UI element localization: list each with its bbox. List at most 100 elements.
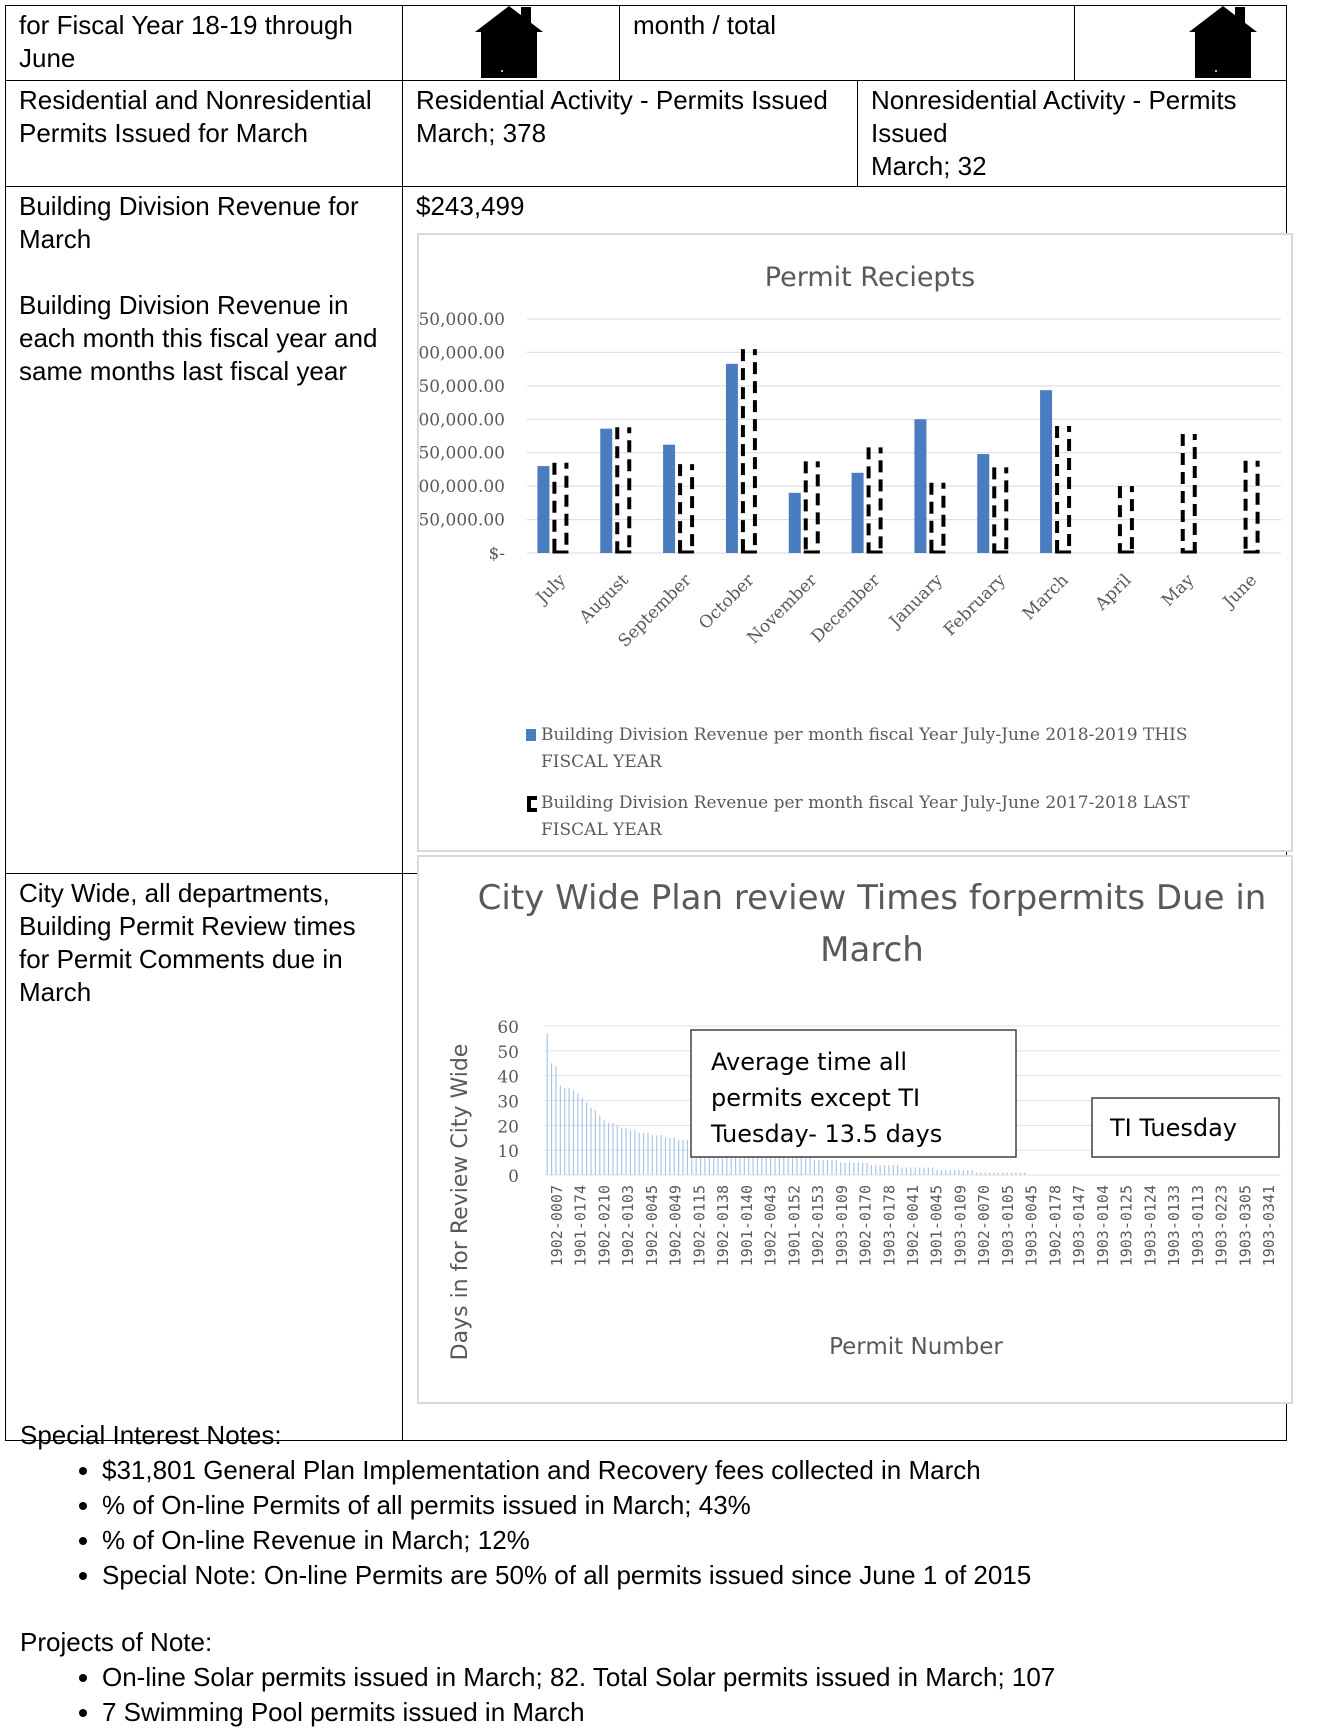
legend-this-year-line1: Building Division Revenue per month fisc… — [541, 725, 1188, 745]
residential-value: March; 378 — [416, 118, 547, 148]
notes-section: Special Interest Notes: $31,801 General … — [20, 1418, 1310, 1730]
y-tick-label: $200,000.00 — [419, 410, 505, 430]
y-tick-label: 0 — [508, 1167, 519, 1187]
bars — [537, 349, 1260, 554]
residential-cell: Residential Activity - Permits Issued Ma… — [402, 80, 858, 187]
x-tick-label: April — [1091, 570, 1136, 615]
y-tick-label: 60 — [497, 1018, 519, 1038]
y-tick-label: $- — [488, 544, 505, 564]
x-axis-ticks: 1902-0007 1901-0174 1902-0210 1902-0103 1902… — [548, 1185, 1278, 1266]
y-tick-label: 20 — [497, 1117, 519, 1137]
x-tick-label: 1902-0138 — [714, 1185, 732, 1266]
x-tick-label: 1903-0341 — [1260, 1185, 1278, 1266]
projects-list: On-line Solar permits issued in March; 8… — [20, 1660, 1310, 1730]
x-tick-label: 1902-0153 — [809, 1185, 827, 1266]
list-item: $31,801 General Plan Implementation and … — [102, 1453, 1310, 1488]
bar-last-year — [740, 349, 757, 554]
x-tick-label: 1902-0049 — [667, 1185, 685, 1266]
review-times-svg: City Wide Plan review Times forpermits D… — [448, 878, 1281, 1360]
x-tick-label: 1902-0043 — [762, 1185, 780, 1266]
revenue-value: $243,499 — [416, 191, 525, 221]
x-tick-label: 1901-0152 — [785, 1185, 803, 1266]
bar-this-year — [977, 454, 990, 553]
bar-last-year — [1243, 460, 1260, 554]
annotation-average-box — [690, 1029, 1017, 1158]
chart-title-line1: City Wide Plan review Times forpermits D… — [478, 878, 1267, 918]
annotation-average-line3: Tuesday- 13.5 days — [710, 1120, 942, 1148]
x-tick-label: 1903-0104 — [1094, 1185, 1112, 1266]
legend-last-year-line1: Building Division Revenue per month fisc… — [541, 793, 1190, 813]
annotation-ti-tuesday: TI Tuesday — [1091, 1097, 1280, 1158]
bars — [546, 1033, 1026, 1175]
x-tick-label: December — [807, 570, 884, 647]
bar-last-year — [1055, 425, 1072, 554]
x-tick-label: 1901-0140 — [738, 1185, 756, 1266]
bar-last-year — [1117, 486, 1134, 554]
bar-last-year — [992, 467, 1009, 554]
nonresidential-cell: Nonresidential Activity - Permits Issued… — [857, 80, 1287, 187]
permit-receipts-svg: Permit Reciepts $350,000.00 $300,000.00 $2… — [397, 262, 1281, 840]
list-item: 7 Swimming Pool permits issued in March — [102, 1695, 1310, 1730]
x-tick-label: 1903-0105 — [999, 1185, 1017, 1266]
fiscal-year-label: for Fiscal Year 18-19 through June — [5, 5, 403, 81]
x-tick-label: 1903-0178 — [880, 1185, 898, 1266]
house-icon — [475, 6, 543, 78]
x-tick-label: May — [1158, 570, 1199, 611]
x-tick-label: 1902-0007 — [548, 1185, 566, 1266]
x-tick-label: 1903-0305 — [1236, 1185, 1254, 1266]
x-tick-label: 1903-0045 — [1023, 1185, 1041, 1266]
projects-heading: Projects of Note: — [20, 1627, 213, 1657]
legend: Building Division Revenue per month fisc… — [526, 725, 1190, 840]
y-tick-label: $350,000.00 — [419, 310, 505, 330]
y-tick-label: $300,000.00 — [419, 343, 505, 363]
legend-this-year-line2: FISCAL YEAR — [541, 752, 663, 772]
bar-this-year — [725, 363, 738, 553]
annotation-average-line1: Average time all — [711, 1048, 907, 1076]
y-axis-ticks: 60 50 40 30 20 10 0 — [497, 1018, 519, 1187]
list-item: On-line Solar permits issued in March; 8… — [102, 1660, 1310, 1695]
bar-last-year — [866, 447, 883, 554]
annotation-average: Average time all permits except TI Tuesd… — [690, 1029, 1017, 1158]
bar-last-year — [552, 462, 569, 554]
x-axis-label: Permit Number — [829, 1334, 1003, 1360]
permit-receipts-chart: Permit Reciepts $350,000.00 $300,000.00 $2… — [397, 233, 1293, 852]
x-tick-label: 1903-0125 — [1118, 1185, 1136, 1266]
list-item: Special Note: On-line Permits are 50% of… — [102, 1558, 1310, 1593]
bar-this-year — [851, 472, 864, 553]
bar-this-year — [600, 428, 613, 553]
bar-this-year — [788, 492, 801, 553]
x-tick-label: 1903-0147 — [1070, 1185, 1088, 1266]
bar-this-year — [537, 466, 550, 553]
x-tick-label: July — [531, 570, 570, 609]
bar-last-year — [615, 427, 632, 554]
nonresidential-value: March; 32 — [871, 151, 987, 181]
y-tick-label: $250,000.00 — [419, 377, 505, 397]
x-tick-label: 1902-0070 — [975, 1185, 993, 1266]
permits-label: Residential and Nonresidential Permits I… — [5, 80, 403, 187]
x-tick-label: 1902-0045 — [643, 1185, 661, 1266]
y-tick-label: 30 — [497, 1093, 519, 1113]
revenue-label: Building Division Revenue for March — [19, 191, 359, 254]
x-tick-label: January — [884, 570, 947, 633]
house-icon — [1189, 6, 1257, 78]
x-tick-label: 1902-0178 — [1046, 1185, 1064, 1266]
month-total-label: month / total — [619, 5, 1075, 81]
y-tick-label: 40 — [497, 1068, 519, 1088]
legend-swatch-this-year — [526, 729, 536, 741]
x-tick-label: February — [940, 570, 1010, 640]
x-tick-label: March — [1019, 570, 1073, 624]
annotation-ti-text: TI Tuesday — [1109, 1114, 1237, 1142]
bar-last-year — [803, 461, 820, 554]
chart-title-line2: March — [820, 930, 924, 970]
special-notes-list: $31,801 General Plan Implementation and … — [20, 1453, 1310, 1593]
x-tick-label: 1903-0124 — [1141, 1185, 1159, 1266]
x-tick-label: 1901-0174 — [572, 1185, 590, 1266]
y-tick-label: 10 — [497, 1142, 519, 1162]
bar-this-year — [663, 444, 676, 553]
nonresidential-title: Nonresidential Activity - Permits Issued — [871, 85, 1237, 148]
y-tick-label: 50 — [497, 1043, 519, 1063]
x-tick-label: August — [575, 570, 633, 628]
y-tick-label: $150,000.00 — [419, 444, 505, 464]
bar-last-year — [678, 464, 695, 554]
